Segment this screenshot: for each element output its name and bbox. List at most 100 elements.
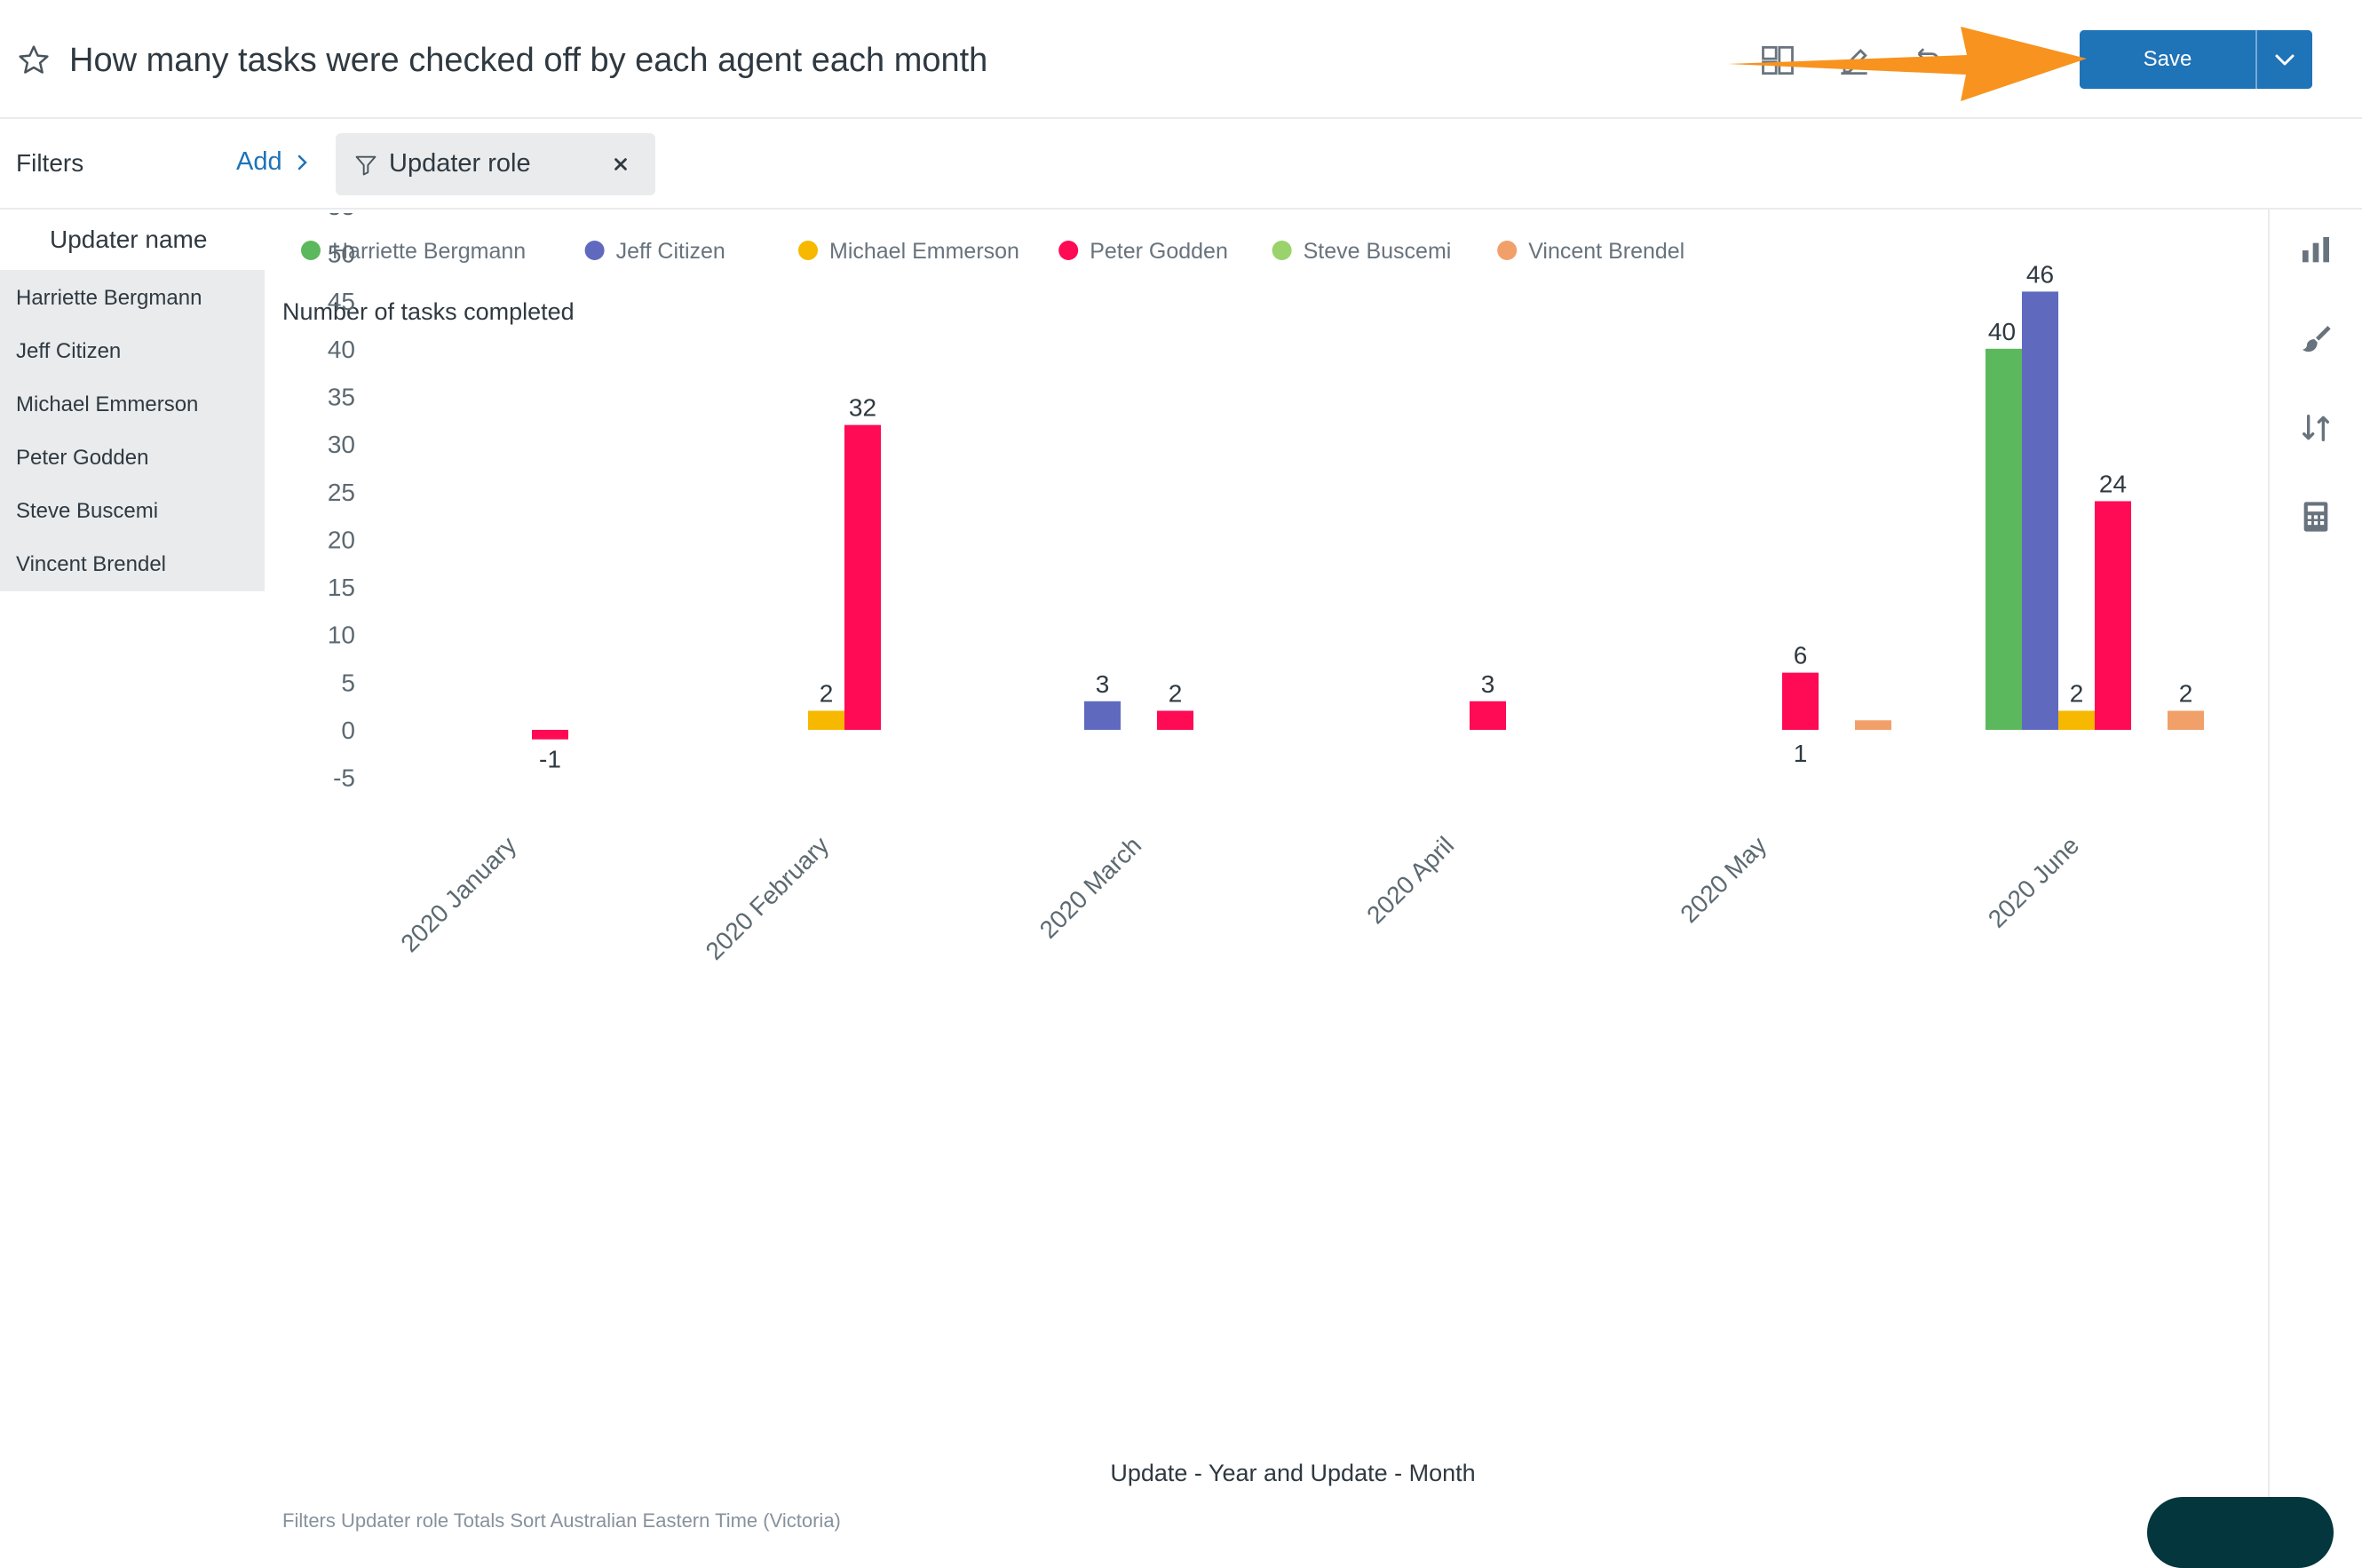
bar-2020-february-peter-godden[interactable] [844,424,881,730]
bar-2020-may-peter-godden[interactable] [1782,672,1819,730]
data-label-2020-june-harriette-bergmann: 40 [1988,318,2016,345]
bar-2020-june-harriette-bergmann[interactable] [1986,348,2022,730]
filters-bar: Filters Add Updater role [0,119,2362,210]
bar-2020-june-peter-godden[interactable] [2095,501,2131,730]
save-divider [2255,30,2257,89]
legend-label: Steve Buscemi [1304,239,1452,264]
y-tick-label: -5 [333,764,355,792]
x-tick-label-2020-april: 2020 April [1361,831,1459,929]
legend-swatch [1272,241,1292,260]
data-label-2020-june-michael-emmerson: 2 [2070,680,2084,708]
save-options-button[interactable] [2257,30,2312,89]
add-filter-label: Add [236,147,282,176]
y-tick-label: 35 [328,383,355,410]
calculator-icon[interactable] [2298,499,2334,535]
chevron-down-icon [2275,54,2295,66]
bar-2020-january-peter-godden[interactable] [532,730,568,740]
bar-2020-march-peter-godden[interactable] [1157,710,1193,730]
legend-swatch [1497,241,1518,260]
y-tick-label: 55 [328,213,355,220]
funnel-icon [355,155,376,176]
report-header: How many tasks were checked off by each … [0,0,2362,119]
y-axis-ticks: -5 0 5 10 15 20 25 30 35 40 45 50 55 [328,213,355,792]
save-button-group: Save [2080,30,2312,89]
x-tick-label-2020-may: 2020 May [1675,831,1772,928]
chart-legend: Harriette Bergmann Jeff Citizen Michael Em… [301,239,1684,264]
data-label-2020-february-michael-emmerson: 2 [820,680,834,708]
edit-icon[interactable] [1835,41,1874,80]
row-item-michael-emmerson[interactable]: Michael Emmerson [16,392,199,416]
bar-2020-may-vincent-brendel[interactable] [1855,720,1891,730]
data-label-2020-june-peter-godden: 24 [2099,470,2127,497]
y-axis-title: Number of tasks completed [282,298,575,325]
legend-swatch [584,241,605,260]
legend-label: Harriette Bergmann [332,239,526,264]
data-label-2020-march-jeff-citizen: 3 [1096,670,1110,698]
row-item-steve-buscemi[interactable]: Steve Buscemi [16,499,159,523]
legend-item-peter-godden[interactable]: Peter Godden [1058,239,1228,264]
bar-2020-june-vincent-brendel[interactable] [2168,710,2204,730]
close-icon[interactable] [609,153,632,176]
footer-summary: Filters Updater role Totals Sort Austral… [282,1509,841,1532]
legend-swatch [798,241,818,260]
bar-chart: Harriette Bergmann Jeff Citizen Michael Em… [282,213,2204,1486]
data-label-2020-may-peter-godden: 6 [1794,642,1808,669]
x-axis-title: Update - Year and Update - Month [1110,1460,1475,1486]
filter-chip-updater-role[interactable]: Updater role [336,133,655,195]
data-label-2020-june-vincent-brendel: 2 [2179,680,2193,708]
brush-icon[interactable] [2298,321,2334,357]
y-tick-label: 10 [328,622,355,649]
legend-label: Michael Emmerson [829,239,1019,264]
legend-swatch [1058,241,1079,260]
legend-item-jeff-citizen[interactable]: Jeff Citizen [584,239,725,264]
row-item-jeff-citizen[interactable]: Jeff Citizen [16,339,122,363]
y-tick-label: 30 [328,431,355,458]
undo-icon[interactable] [1906,41,1945,80]
layout-icon[interactable] [1758,41,1797,80]
x-tick-label-2020-january: 2020 January [395,831,521,957]
y-tick-label: 25 [328,479,355,506]
save-button[interactable]: Save [2080,30,2255,89]
star-icon[interactable] [16,43,52,78]
help-button[interactable] [2147,1497,2334,1568]
bar-2020-june-michael-emmerson[interactable] [2058,710,2095,730]
data-label-2020-june-jeff-citizen: 46 [2026,260,2054,288]
chevron-right-icon [297,155,307,170]
x-tick-label-2020-june: 2020 June [1983,831,2084,932]
filter-chip-label: Updater role [389,149,531,178]
rows-panel-title: Updater name [50,226,208,253]
y-tick-label: 15 [328,574,355,601]
bar-chart-icon[interactable] [2298,233,2334,268]
side-panel [2268,210,2362,1525]
row-item-vincent-brendel[interactable]: Vincent Brendel [16,552,167,576]
y-tick-label: 50 [328,241,355,268]
x-tick-label-2020-march: 2020 March [1034,831,1146,943]
y-tick-label: 45 [328,288,355,315]
legend-item-steve-buscemi[interactable]: Steve Buscemi [1272,239,1452,264]
filters-label: Filters [16,149,84,177]
bar-2020-june-jeff-citizen[interactable] [2022,291,2058,730]
legend-label: Peter Godden [1090,239,1228,264]
legend-label: Vincent Brendel [1528,239,1684,264]
bar-2020-april-peter-godden[interactable] [1470,701,1506,730]
y-tick-label: 40 [328,336,355,363]
data-label-2020-february-peter-godden: 32 [849,394,876,422]
row-item-harriette-bergmann[interactable]: Harriette Bergmann [16,286,202,310]
bar-2020-february-michael-emmerson[interactable] [808,710,844,730]
data-label-2020-may-vincent-brendel: 1 [1794,740,1808,767]
legend-swatch [301,241,321,260]
bar-2020-march-jeff-citizen[interactable] [1084,701,1121,730]
y-tick-label: 20 [328,526,355,553]
data-label-2020-january-peter-godden: -1 [539,746,561,773]
y-tick-label: 0 [341,717,355,744]
legend-item-harriette-bergmann[interactable]: Harriette Bergmann [301,239,526,264]
data-label-2020-april-peter-godden: 3 [1481,670,1495,698]
legend-item-michael-emmerson[interactable]: Michael Emmerson [798,239,1019,264]
row-item-peter-godden[interactable]: Peter Godden [16,446,149,470]
rows-list: Harriette Bergmann Jeff Citizen Michael … [0,270,265,591]
add-filter-link[interactable]: Add [236,147,311,177]
y-tick-label: 5 [341,669,355,696]
legend-item-vincent-brendel[interactable]: Vincent Brendel [1497,239,1684,264]
sort-icon[interactable] [2298,410,2334,446]
